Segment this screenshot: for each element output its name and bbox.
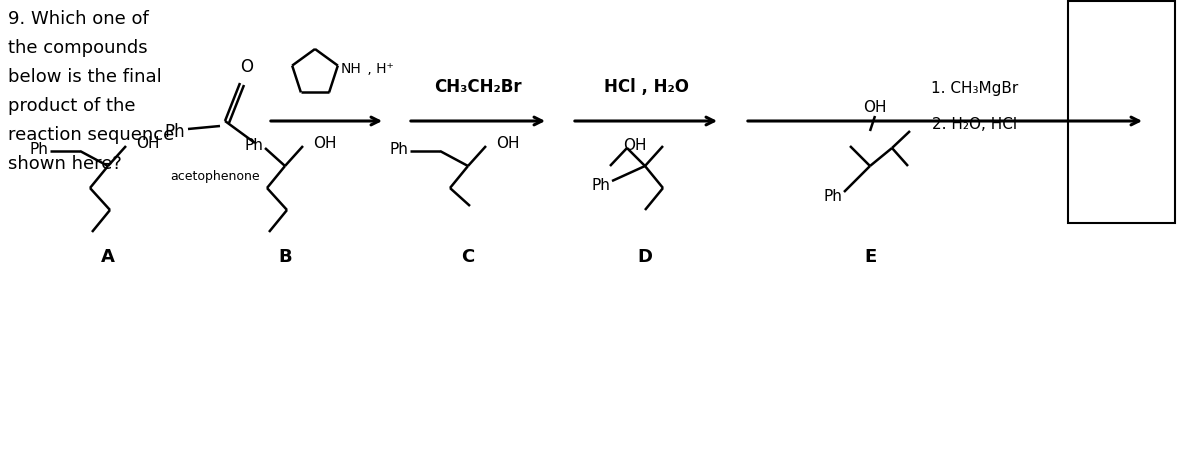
Text: shown here?: shown here? [8, 155, 122, 173]
Text: Ph: Ph [389, 141, 408, 156]
Text: reaction sequence: reaction sequence [8, 126, 175, 144]
Text: the compounds: the compounds [8, 39, 147, 57]
Text: OH: OH [864, 100, 886, 115]
Text: C: C [461, 248, 474, 265]
Text: 1. CH₃MgBr: 1. CH₃MgBr [931, 81, 1018, 96]
Text: OH: OH [136, 135, 159, 150]
Text: 2. H₂O, HCl: 2. H₂O, HCl [932, 117, 1017, 132]
Text: E: E [864, 248, 876, 265]
Text: HCl , H₂O: HCl , H₂O [603, 78, 688, 96]
Text: O: O [241, 58, 254, 76]
Text: below is the final: below is the final [8, 68, 162, 86]
Text: B: B [278, 248, 291, 265]
Text: Ph: Ph [244, 137, 263, 152]
Text: product of the: product of the [8, 97, 136, 115]
Text: Ph: Ph [824, 189, 843, 204]
Text: D: D [637, 248, 653, 265]
Text: Ph: Ph [30, 141, 48, 156]
Text: Ph: Ph [591, 177, 610, 192]
Text: CH₃CH₂Br: CH₃CH₂Br [434, 78, 522, 96]
Text: OH: OH [623, 137, 647, 152]
Text: NH: NH [341, 62, 362, 76]
Text: acetophenone: acetophenone [170, 170, 260, 183]
Text: A: A [101, 248, 114, 265]
Text: 9. Which one of: 9. Which one of [8, 10, 149, 28]
Text: , H⁺: , H⁺ [363, 62, 394, 76]
Text: Ph: Ph [164, 123, 185, 141]
Bar [1068, 2, 1175, 224]
Text: OH: OH [496, 135, 519, 150]
Text: OH: OH [313, 135, 336, 150]
